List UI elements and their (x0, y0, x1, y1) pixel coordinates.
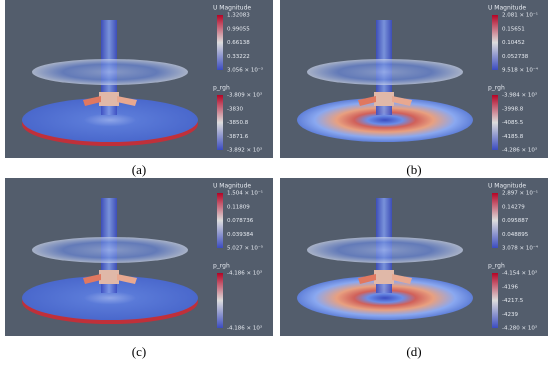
rotor-blade (392, 274, 412, 284)
legend-tick: 9.518 × 10⁻⁴ (502, 67, 539, 74)
legend-tick: 0.095887 (502, 218, 529, 224)
rotor-hub (374, 270, 394, 284)
panel-label: (d) (406, 344, 422, 359)
rotor-blade (358, 274, 376, 284)
lower-disk (297, 98, 473, 142)
legend-tick: 0.99055 (227, 26, 250, 32)
legend-title: U Magnitude (488, 183, 526, 190)
lower-disk (22, 276, 198, 320)
colorbar (492, 273, 498, 328)
legend-tick: 2.081 × 10⁻¹ (502, 12, 538, 19)
legend-tick: 0.039384 (227, 232, 254, 238)
colorbar (492, 95, 498, 150)
colorbar (217, 193, 223, 248)
legend-tick: -4196 (502, 284, 518, 290)
legend-tick: -4.186 × 10³ (227, 270, 262, 277)
legend-title: p_rgh (213, 263, 230, 270)
rotor-blade (392, 96, 412, 106)
colorbar (492, 15, 498, 70)
legend-tick: -4185.8 (502, 134, 524, 140)
legend-tick: -4085.5 (502, 120, 524, 126)
legend-tick: -3830 (227, 106, 243, 112)
panel: U Magnitude 2.897 × 10⁻¹ 0.14279 0.095887 0.… (280, 178, 548, 336)
legend-tick: -3.809 × 10³ (227, 92, 262, 99)
upper-disk (32, 237, 188, 263)
rotor-hub (99, 92, 119, 106)
legend-tick: 0.15651 (502, 26, 525, 32)
legend-tick: 0.14279 (502, 204, 525, 210)
legend-tick: 1.32083 (227, 13, 250, 19)
legend-tick: -4.280 × 10³ (502, 325, 537, 332)
legend-tick: 2.897 × 10⁻¹ (502, 190, 538, 197)
legend-title: U Magnitude (488, 5, 526, 12)
upper-disk (307, 59, 463, 85)
legend-tick: -4239 (502, 312, 518, 318)
colorbar (217, 273, 223, 328)
lower-disk (22, 98, 198, 142)
panel: U Magnitude 2.081 × 10⁻¹ 0.15651 0.10452 0.0… (280, 0, 548, 158)
legend-tick: -4.154 × 10³ (502, 270, 537, 277)
legend-tick: 3.056 × 10⁻³ (227, 67, 263, 74)
rotor-blade (83, 274, 101, 284)
rotor-blade (83, 96, 101, 106)
legend-title: p_rgh (488, 85, 505, 92)
legend-tick: -3871.6 (227, 134, 249, 140)
rotor-hub (99, 270, 119, 284)
rotor-blade (117, 96, 137, 106)
legend-tick: -4.286 × 10³ (502, 147, 537, 154)
legend-tick: 0.11809 (227, 204, 250, 210)
panel-label: (c) (131, 344, 147, 359)
lower-disk (297, 276, 473, 320)
colorbar (217, 95, 223, 150)
legend-tick: 0.10452 (502, 40, 525, 46)
legend-tick: -4.186 × 10³ (227, 325, 262, 332)
panel: U Magnitude 1.504 × 10⁻¹ 0.11809 0.078736 0.… (5, 178, 273, 336)
colorbar (492, 193, 498, 248)
legend-tick: -3.984 × 10³ (502, 92, 537, 99)
legend-title: p_rgh (213, 85, 230, 92)
panel-label: (b) (406, 162, 422, 177)
legend-tick: 3.078 × 10⁻⁴ (502, 245, 539, 252)
rotor-hub (374, 92, 394, 106)
legend-tick: 1.504 × 10⁻¹ (227, 190, 263, 197)
legend-tick: 0.078736 (227, 218, 254, 224)
legend-tick: 0.048895 (502, 232, 529, 238)
legend-title: U Magnitude (213, 5, 251, 12)
legend-tick: -3850.8 (227, 120, 249, 126)
panel: U Magnitude 1.32083 0.99055 0.66138 0.33222 3… (5, 0, 273, 158)
legend-tick: 0.33222 (227, 54, 250, 60)
legend-tick: 5.027 × 10⁻⁵ (227, 245, 263, 252)
legend-tick: -4217.5 (502, 298, 524, 304)
rotor-blade (117, 274, 137, 284)
legend-title: p_rgh (488, 263, 505, 270)
legend-tick: 0.66138 (227, 40, 250, 46)
legend-tick: -3.892 × 10³ (227, 147, 262, 154)
upper-disk (307, 237, 463, 263)
rotor-blade (358, 96, 376, 106)
upper-disk (32, 59, 188, 85)
panel-label: (a) (131, 162, 147, 177)
legend-tick: 0.052738 (502, 54, 529, 60)
legend-title: U Magnitude (213, 183, 251, 190)
colorbar (217, 15, 223, 70)
legend-tick: -3998.8 (502, 106, 524, 112)
